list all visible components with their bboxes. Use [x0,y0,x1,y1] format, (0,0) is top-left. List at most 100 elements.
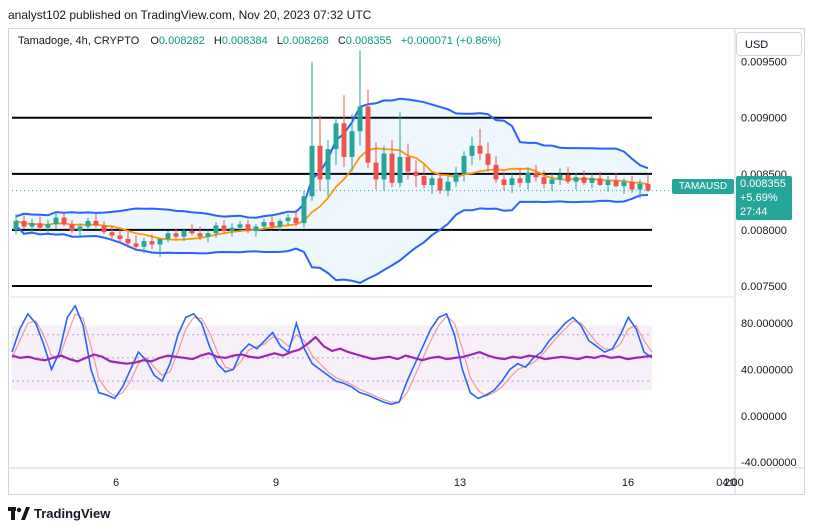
candle-body [437,178,443,191]
candle-body [365,106,371,163]
candle-body [189,231,195,234]
candle-body [341,123,347,157]
candle-body [21,220,27,227]
candle-body [237,224,243,228]
candle [381,145,387,191]
candle-body [629,181,635,190]
candle [221,219,227,234]
ohlc-legend: Tamadoge, 4h, CRYPTO O0.008282 H0.008384… [18,35,502,47]
candle-body [485,153,491,165]
candle [101,220,107,235]
candle [69,219,75,234]
candle [541,170,547,189]
time-tick-label: 20 [724,477,736,489]
candle-body [133,243,139,247]
candle-body [301,196,307,224]
time-tick-label: 04:00 [716,477,744,489]
candle [165,231,171,243]
candle-body [549,179,555,184]
candle [581,170,587,186]
candle-body [469,145,475,156]
candle-body [573,177,579,182]
candle-body [429,178,435,186]
candle [341,95,347,168]
candle-body [261,222,267,227]
currency-button[interactable]: USD [736,32,802,56]
price-tick-label: 0.009000 [741,113,787,125]
candle [397,112,403,188]
candle [637,179,643,199]
candle [517,168,523,188]
candle [557,168,563,186]
candle-body [269,222,275,227]
candle [77,223,83,236]
price-pane [12,50,735,288]
candle-body [205,233,211,237]
candle-body [69,224,75,232]
tradingview-logo-icon [8,506,30,523]
candle [485,142,491,172]
candle-body [149,241,155,245]
candle-body [333,123,339,150]
candle-body [109,232,115,236]
candle [325,140,331,197]
candle [461,151,467,182]
candle [149,234,155,249]
candle [613,172,619,188]
candle-body [501,179,507,186]
candle-body [645,183,651,191]
candle-body [581,177,587,183]
candle [109,225,115,241]
candle-body [349,131,355,157]
candle [197,226,203,241]
candle-body [229,227,235,232]
candle-body [317,145,323,180]
candle-body [85,220,91,227]
oscillator-tick-label: -40.000000 [741,457,797,469]
candle-body [453,173,459,182]
oscillator-tick-label: 0.000000 [741,411,787,423]
candle-body [477,145,483,154]
candle-body [637,183,643,190]
tradingview-footer[interactable]: TradingView [8,506,110,523]
candle-body [293,217,299,224]
candle-body [357,106,363,132]
candle [37,216,43,230]
candle-body [381,153,387,180]
time-tick-label: 16 [622,477,634,489]
candle [509,173,515,193]
moving-average-line [15,147,649,241]
change-value: +0.000071 (+0.86%) [400,35,502,47]
candle-body [525,172,531,183]
oscillator-tick-label: 40.000000 [741,365,793,377]
candle [45,219,51,234]
candle-body [509,178,515,186]
candle [141,237,147,254]
candle [357,50,363,146]
high-value: 0.008384 [221,35,268,47]
candle-body [141,241,147,247]
candle [293,209,299,227]
candle [501,171,507,191]
candle-body [565,174,571,182]
open-value: 0.008282 [158,35,205,47]
candle-body [221,225,227,232]
candle-body [397,156,403,183]
candle-body [445,181,451,191]
candle [469,136,475,165]
last-price-tag: TAMAUSD [672,179,734,194]
candle [589,173,595,189]
candle-body [53,217,59,225]
low-value: 0.008268 [282,35,329,47]
candle [13,214,19,235]
candle [261,218,267,230]
oscillator-pane [11,304,653,406]
candle [413,160,419,188]
candle-body [245,224,251,232]
candle [181,228,187,242]
candle-body [101,225,107,233]
candle-body [589,178,595,183]
candle-body [173,233,179,237]
candle [173,228,179,239]
